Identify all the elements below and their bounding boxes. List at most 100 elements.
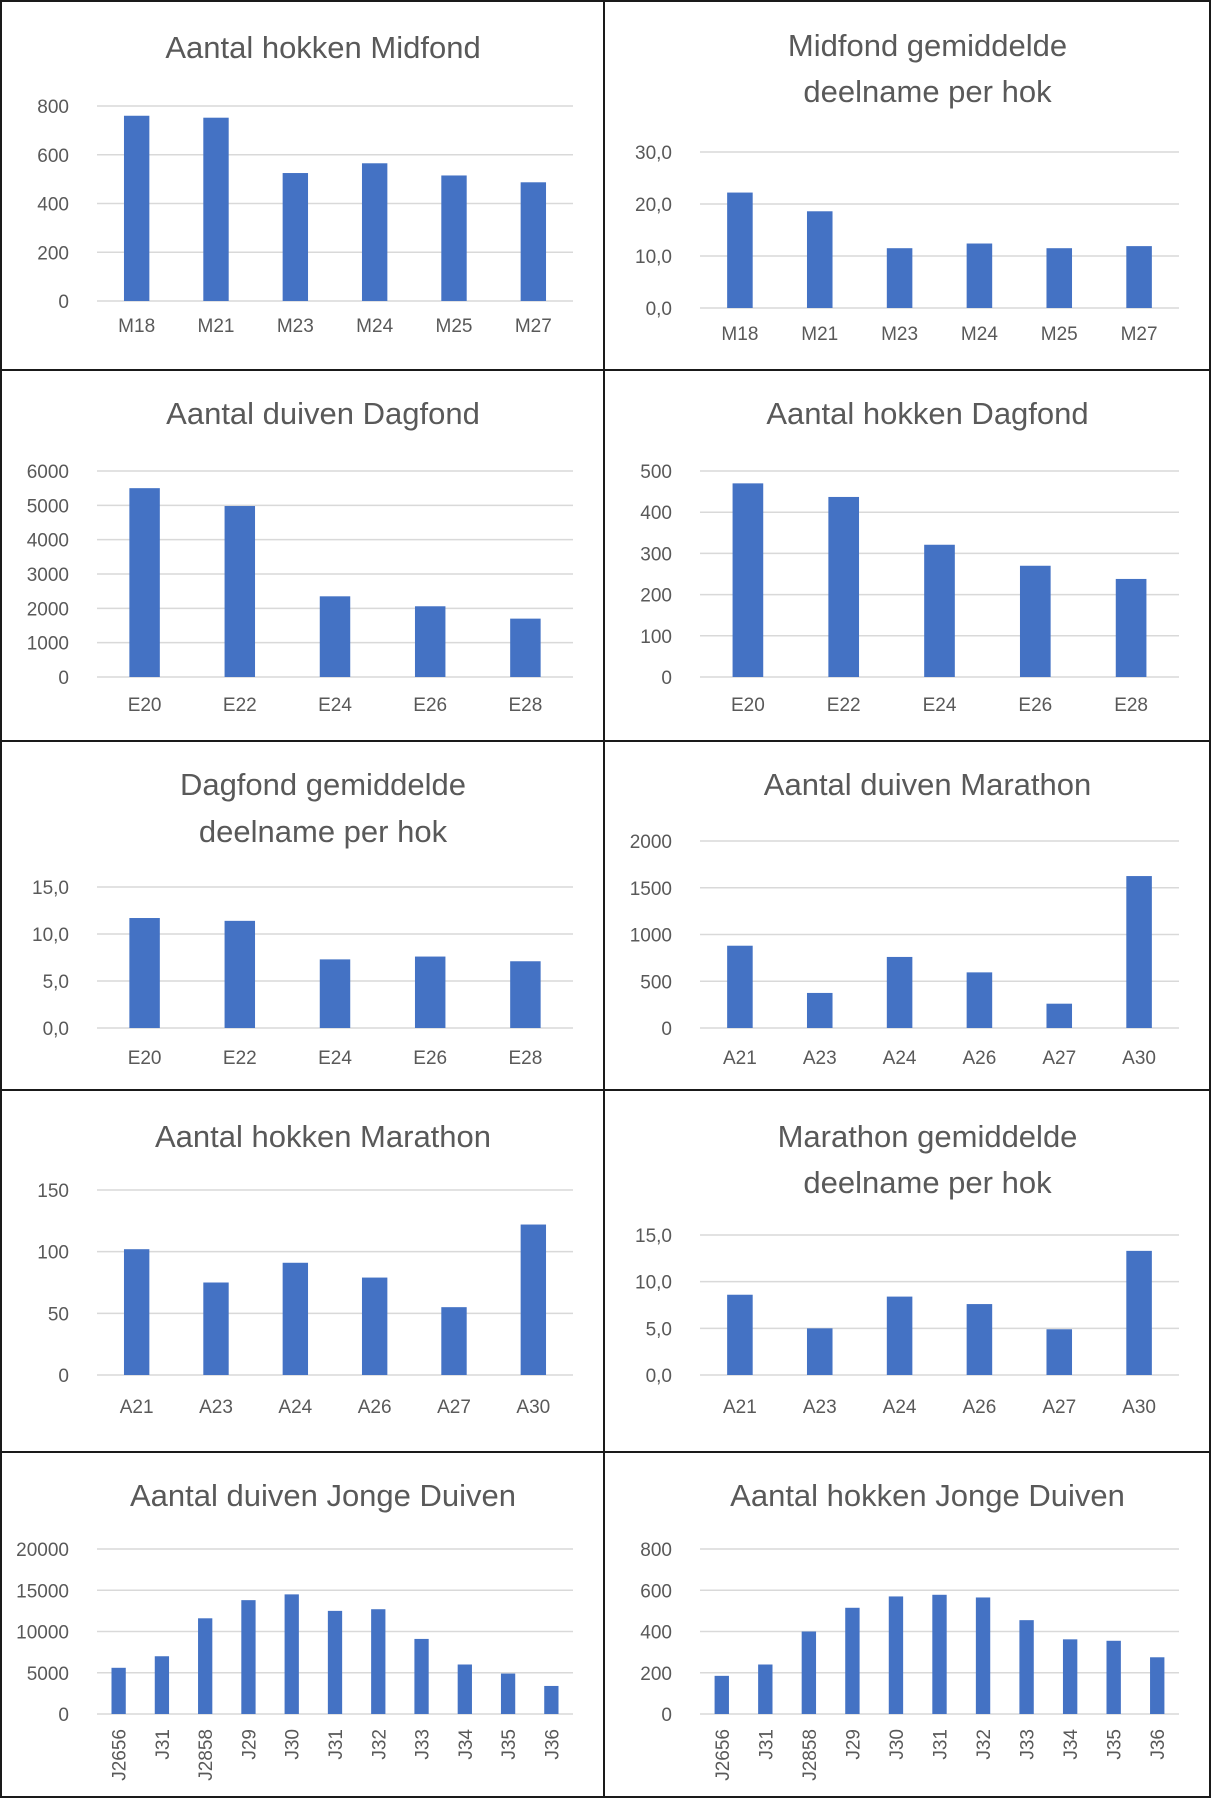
x-tick-label: M25 bbox=[1041, 324, 1078, 345]
bar bbox=[319, 596, 351, 677]
bar bbox=[1150, 1657, 1165, 1714]
bar bbox=[284, 1594, 299, 1714]
chart-title: Marathon gemiddelde bbox=[778, 1119, 1078, 1154]
x-tick-label: J31 bbox=[756, 1729, 777, 1760]
y-tick-label: 0,0 bbox=[43, 1019, 69, 1040]
bar bbox=[1019, 565, 1051, 677]
grid-rule bbox=[0, 1796, 1211, 1798]
chart-panel: Dagfond gemiddelde deelname per hok 0,0 5,0… bbox=[2, 742, 603, 1089]
bar bbox=[966, 1304, 993, 1375]
x-tick-label: J35 bbox=[1105, 1729, 1126, 1760]
x-tick-label: A30 bbox=[1122, 1048, 1156, 1069]
x-tick-label: M18 bbox=[721, 324, 758, 345]
bar bbox=[714, 1675, 729, 1714]
x-tick-label: A26 bbox=[963, 1048, 997, 1069]
x-tick-label: A27 bbox=[1042, 1397, 1076, 1418]
x-tick-label: E20 bbox=[128, 1048, 162, 1069]
grid-rule bbox=[0, 369, 1211, 371]
bar bbox=[727, 945, 753, 1028]
y-tick-label: 400 bbox=[640, 503, 672, 524]
y-tick-label: 1000 bbox=[27, 634, 69, 655]
y-tick-label: 200 bbox=[640, 1664, 672, 1685]
x-tick-label: M24 bbox=[356, 316, 393, 337]
bar bbox=[282, 1262, 309, 1375]
y-tick-label: 5000 bbox=[27, 1664, 69, 1685]
x-tick-label: A26 bbox=[358, 1397, 392, 1418]
bar bbox=[727, 1294, 753, 1375]
bar bbox=[727, 192, 753, 308]
chart-panel: Aantal hokken Dagfond 0 100 200 300 400 500 E20… bbox=[605, 371, 1209, 740]
bar bbox=[129, 488, 160, 677]
bar bbox=[198, 1618, 213, 1714]
grid-rule bbox=[0, 1451, 1211, 1453]
chart-panel: Aantal duiven Jonge Duiven 0 5000 10000 1500… bbox=[2, 1453, 603, 1796]
chart-title: Aantal hokken Marathon bbox=[155, 1119, 491, 1154]
x-tick-label: A21 bbox=[723, 1048, 757, 1069]
x-tick-label: J2858 bbox=[800, 1729, 821, 1781]
x-tick-label: E24 bbox=[318, 695, 352, 716]
y-tick-label: 600 bbox=[640, 1581, 672, 1602]
y-tick-label: 2000 bbox=[27, 599, 69, 620]
x-tick-label: J35 bbox=[499, 1729, 520, 1760]
bar bbox=[758, 1664, 773, 1714]
bar bbox=[129, 918, 160, 1028]
bar bbox=[414, 956, 446, 1028]
x-tick-label: M25 bbox=[436, 316, 473, 337]
bar bbox=[544, 1685, 559, 1714]
bar bbox=[111, 1667, 126, 1714]
x-tick-label: J29 bbox=[843, 1729, 864, 1760]
y-tick-label: 50 bbox=[48, 1304, 69, 1325]
chart-title: Aantal duiven Dagfond bbox=[166, 396, 480, 431]
bar bbox=[888, 1596, 904, 1714]
bar bbox=[241, 1600, 256, 1714]
bar bbox=[1126, 1250, 1152, 1375]
x-tick-label: A21 bbox=[120, 1397, 154, 1418]
bar bbox=[924, 544, 955, 677]
y-tick-label: 100 bbox=[37, 1243, 69, 1264]
bar bbox=[441, 1307, 467, 1375]
bar bbox=[1062, 1639, 1078, 1714]
x-tick-label: J30 bbox=[887, 1729, 908, 1760]
y-tick-label: 10,0 bbox=[32, 925, 69, 946]
x-tick-label: M24 bbox=[961, 324, 998, 345]
chart-panel: Aantal duiven Marathon 0 500 1000 1500 2000 A2… bbox=[605, 742, 1209, 1089]
chart-panel: Aantal hokken Jonge Duiven 0 200 400 600 800 J… bbox=[605, 1453, 1209, 1796]
x-tick-label: A26 bbox=[963, 1397, 997, 1418]
chart-title: Aantal duiven Marathon bbox=[764, 767, 1091, 802]
y-tick-label: 5,0 bbox=[646, 1319, 672, 1340]
bar bbox=[886, 1296, 913, 1375]
bar-chart: Aantal hokken Midfond 0 200 400 600 800 M18 M21… bbox=[37, 30, 573, 337]
x-tick-label: E22 bbox=[223, 1048, 257, 1069]
y-tick-label: 10000 bbox=[16, 1623, 69, 1644]
x-tick-label: A24 bbox=[278, 1397, 312, 1418]
y-tick-label: 15,0 bbox=[32, 878, 69, 899]
bar bbox=[319, 959, 351, 1028]
x-tick-label: E28 bbox=[508, 1048, 542, 1069]
bar bbox=[932, 1594, 947, 1714]
y-tick-label: 500 bbox=[640, 972, 672, 993]
y-tick-label: 0 bbox=[661, 1019, 672, 1040]
bar bbox=[441, 175, 467, 301]
x-tick-label: A24 bbox=[883, 1397, 917, 1418]
x-tick-label: M18 bbox=[118, 316, 155, 337]
x-tick-label: E26 bbox=[1018, 695, 1052, 716]
x-tick-label: J32 bbox=[974, 1729, 995, 1760]
x-tick-label: A21 bbox=[723, 1397, 757, 1418]
x-tick-label: J33 bbox=[1018, 1729, 1039, 1760]
x-tick-label: E28 bbox=[508, 695, 542, 716]
bar bbox=[371, 1609, 386, 1714]
bar bbox=[806, 1328, 833, 1375]
y-tick-label: 0 bbox=[58, 292, 69, 313]
x-tick-label: A27 bbox=[1042, 1048, 1076, 1069]
y-tick-label: 1000 bbox=[630, 926, 672, 947]
x-tick-label: M21 bbox=[801, 324, 838, 345]
bar bbox=[966, 972, 993, 1028]
bar bbox=[224, 506, 256, 677]
x-tick-label: E26 bbox=[413, 1048, 447, 1069]
chart-title: Aantal hokken Jonge Duiven bbox=[730, 1478, 1125, 1513]
y-tick-label: 15,0 bbox=[635, 1226, 672, 1247]
x-tick-label: E20 bbox=[731, 695, 765, 716]
bar bbox=[732, 483, 764, 677]
bar bbox=[123, 115, 150, 301]
